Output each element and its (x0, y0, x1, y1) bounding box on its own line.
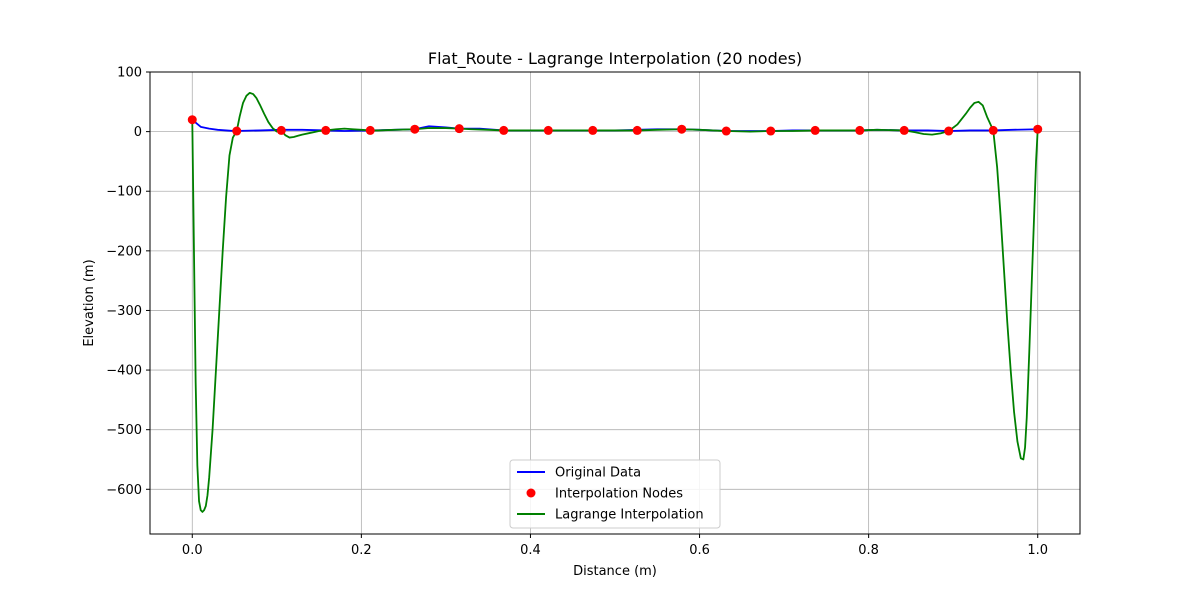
point-interpolation-nodes (365, 125, 375, 135)
chart-title: Flat_Route - Lagrange Interpolation (20 … (428, 49, 802, 69)
y-tick-label: −600 (106, 483, 142, 498)
y-tick-label: −100 (106, 185, 142, 200)
legend-label-interpolation-nodes: Interpolation Nodes (555, 487, 683, 502)
point-interpolation-nodes (766, 126, 776, 136)
plot-area (187, 91, 1043, 513)
point-interpolation-nodes (632, 125, 642, 135)
point-interpolation-nodes (232, 126, 242, 136)
y-tick-label: −300 (106, 304, 142, 319)
axis-ticks: 0.0 0.2 0.4 0.6 0.8 1.0 100 0 −100 −200 −300 −400 −5… (106, 66, 1048, 559)
point-interpolation-nodes (677, 124, 687, 134)
point-interpolation-nodes (454, 124, 464, 134)
point-interpolation-nodes (321, 125, 331, 135)
x-tick-label: 1.0 (1027, 543, 1048, 558)
series-line-lagrange-interpolation (191, 91, 1039, 513)
y-tick-label: 0 (134, 125, 142, 140)
x-tick-label: 0.8 (858, 543, 879, 558)
y-tick-label: −400 (106, 364, 142, 379)
x-tick-label: 0.6 (689, 543, 710, 558)
y-tick-label: −500 (106, 423, 142, 438)
point-interpolation-nodes (410, 124, 420, 134)
x-tick-label: 0.4 (520, 543, 541, 558)
legend-box (509, 459, 721, 529)
point-interpolation-nodes (810, 125, 820, 135)
axes-frame (149, 71, 1081, 535)
y-tick-label: 100 (117, 66, 142, 81)
point-interpolation-nodes (276, 125, 286, 135)
y-tick-label: −200 (106, 244, 142, 259)
point-interpolation-nodes (499, 125, 509, 135)
point-interpolation-nodes (855, 125, 865, 135)
point-interpolation-nodes (187, 115, 197, 125)
point-interpolation-nodes (899, 125, 909, 135)
legend-label-original-data: Original Data (555, 466, 641, 481)
y-axis-label: Elevation (m) (82, 259, 97, 346)
x-axis-label: Distance (m) (573, 564, 657, 579)
legend: Original Data Interpolation Nodes Lagrange… (509, 459, 721, 529)
x-tick-label: 0.2 (351, 543, 372, 558)
legend-marker-interpolation-nodes (526, 488, 536, 498)
point-interpolation-nodes (988, 125, 998, 135)
x-tick-label: 0.0 (182, 543, 203, 558)
point-interpolation-nodes (543, 125, 553, 135)
series-line-original-data (191, 119, 1038, 132)
point-interpolation-nodes (1033, 124, 1043, 134)
point-interpolation-nodes (721, 126, 731, 136)
legend-label-lagrange-interpolation: Lagrange Interpolation (555, 508, 704, 523)
point-interpolation-nodes (588, 125, 598, 135)
point-interpolation-nodes (944, 126, 954, 136)
